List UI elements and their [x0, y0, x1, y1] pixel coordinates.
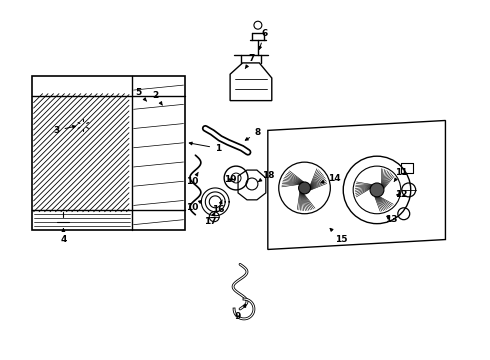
Text: 16: 16 — [212, 200, 224, 214]
Text: 7: 7 — [245, 54, 255, 68]
Text: 12: 12 — [394, 190, 407, 199]
Circle shape — [298, 182, 311, 194]
Text: 17: 17 — [204, 212, 217, 226]
Text: 5: 5 — [136, 88, 147, 101]
Text: 1: 1 — [189, 142, 221, 153]
Text: 2: 2 — [152, 91, 162, 105]
Text: 11: 11 — [394, 167, 407, 182]
Bar — [32, 76, 185, 230]
Text: 10: 10 — [186, 172, 198, 186]
Circle shape — [370, 183, 384, 197]
Text: 18: 18 — [259, 171, 274, 181]
Text: 4: 4 — [60, 229, 67, 244]
Text: 13: 13 — [385, 215, 397, 224]
Text: 19: 19 — [224, 175, 237, 184]
Text: 15: 15 — [330, 228, 347, 244]
Text: 9: 9 — [235, 304, 246, 321]
Text: 6: 6 — [259, 29, 268, 49]
Text: 14: 14 — [321, 174, 341, 183]
Text: 3: 3 — [53, 126, 75, 135]
Text: 8: 8 — [245, 128, 261, 140]
Text: 10: 10 — [186, 201, 202, 212]
